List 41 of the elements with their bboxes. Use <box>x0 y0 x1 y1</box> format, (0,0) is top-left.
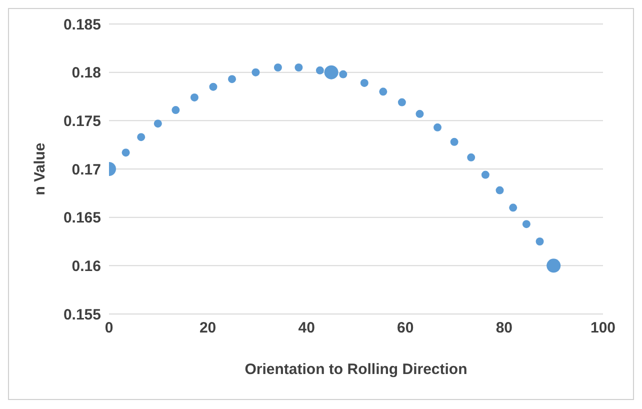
point <box>294 64 303 72</box>
point <box>522 220 530 228</box>
x-tick-label: 20 <box>199 320 216 337</box>
point <box>496 186 504 194</box>
y-tick-label: 0.18 <box>72 64 101 82</box>
point <box>398 98 406 106</box>
y-tick-label: 0.175 <box>63 112 101 130</box>
point <box>122 148 130 157</box>
point <box>137 133 146 142</box>
point <box>154 120 162 128</box>
point <box>252 68 260 76</box>
y-tick-label: 0.17 <box>72 161 101 178</box>
x-tick-label: 100 <box>590 320 616 337</box>
point <box>228 75 236 84</box>
y-tick-label: 0.155 <box>63 306 101 324</box>
x-tick-label: 0 <box>104 320 114 337</box>
y-tick-label: 0.165 <box>63 210 101 227</box>
point <box>481 170 490 179</box>
point <box>360 78 368 87</box>
point <box>172 106 180 114</box>
point <box>324 65 338 80</box>
y-axis-title: n Value <box>31 142 48 196</box>
y-tick-label: 0.16 <box>72 258 101 275</box>
point <box>546 258 561 273</box>
point <box>209 82 218 91</box>
point <box>190 93 198 102</box>
point <box>450 138 458 146</box>
x-tick-label: 80 <box>496 320 513 337</box>
x-tick-label: 40 <box>298 320 315 337</box>
y-tick-label: 0.185 <box>63 16 101 34</box>
point <box>339 70 348 78</box>
x-tick-label: 60 <box>397 320 414 337</box>
point <box>379 88 388 96</box>
point <box>467 153 476 162</box>
point <box>316 66 324 74</box>
x-axis-title: Orientation to Rolling Direction <box>244 361 468 378</box>
point <box>509 204 518 212</box>
point <box>536 238 544 246</box>
point <box>434 123 442 132</box>
point <box>416 110 424 118</box>
point <box>274 64 282 72</box>
